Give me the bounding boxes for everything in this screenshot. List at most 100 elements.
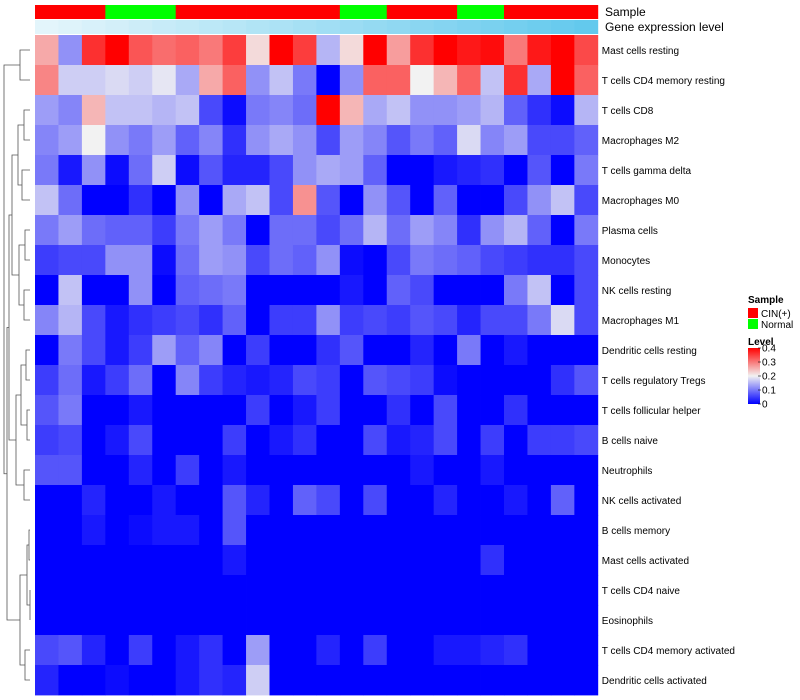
heatmap-cell xyxy=(316,665,341,696)
heatmap-cell xyxy=(433,275,458,306)
heatmap-cell xyxy=(81,95,106,126)
heatmap-cell xyxy=(480,95,505,126)
sample-annotation-cell xyxy=(316,5,341,19)
gene-expression-annotation-cell xyxy=(410,20,435,34)
heatmap-cell xyxy=(175,35,200,66)
heatmap-cell xyxy=(58,155,83,186)
heatmap-cell xyxy=(152,365,177,396)
heatmap-cell xyxy=(339,155,364,186)
heatmap-cell xyxy=(480,365,505,396)
heatmap-cell xyxy=(246,215,270,246)
heatmap-cell xyxy=(35,305,59,336)
heatmap-cell xyxy=(58,545,83,576)
heatmap-cell xyxy=(35,365,59,396)
heatmap-cell xyxy=(550,155,575,186)
heatmap-cell xyxy=(246,305,270,336)
heatmap-cell xyxy=(480,425,505,456)
heatmap-cell xyxy=(152,185,177,216)
sample-annotation-cell xyxy=(292,5,317,19)
heatmap-cell xyxy=(292,395,317,426)
heatmap-cell xyxy=(550,305,575,336)
heatmap-cell xyxy=(574,545,599,576)
heatmap-cell xyxy=(386,395,411,426)
heatmap-cell xyxy=(480,485,505,516)
heatmap-cell xyxy=(316,155,341,186)
heatmap-cell xyxy=(386,245,411,276)
heatmap-cell xyxy=(246,35,270,66)
heatmap-cell xyxy=(480,305,505,336)
heatmap-cell xyxy=(199,515,223,546)
heatmap-cell xyxy=(574,635,599,666)
heatmap-cell xyxy=(175,395,200,426)
heatmap-cell xyxy=(175,275,200,306)
heatmap-cell xyxy=(574,185,599,216)
heatmap-cell xyxy=(292,35,317,66)
heatmap-cell xyxy=(480,335,505,366)
heatmap-cell xyxy=(550,95,575,126)
heatmap-cell xyxy=(550,425,575,456)
legend-label-cin: CIN(+) xyxy=(761,309,791,320)
heatmap-cell xyxy=(316,245,341,276)
heatmap-cell xyxy=(246,545,270,576)
gene-expression-annotation-cell xyxy=(480,20,505,34)
heatmap-cell xyxy=(410,605,435,636)
heatmap-cell xyxy=(363,395,388,426)
heatmap-cell xyxy=(128,455,153,486)
heatmap-cell xyxy=(152,575,177,606)
heatmap-cell xyxy=(292,575,317,606)
heatmap-cell xyxy=(504,155,528,186)
heatmap-cell xyxy=(550,215,575,246)
heatmap-cell xyxy=(433,605,458,636)
heatmap-cell xyxy=(246,245,270,276)
heatmap-cell xyxy=(222,665,247,696)
heatmap-cell xyxy=(35,215,59,246)
heatmap-cell xyxy=(128,215,153,246)
sample-annotation-cell xyxy=(199,5,223,19)
heatmap-cell xyxy=(222,395,247,426)
heatmap-cell xyxy=(199,605,223,636)
heatmap-cell xyxy=(386,185,411,216)
heatmap-cell xyxy=(152,395,177,426)
heatmap-cell xyxy=(574,215,599,246)
gene-expression-annotation-cell xyxy=(58,20,83,34)
heatmap-cell xyxy=(410,95,435,126)
heatmap-cell xyxy=(222,485,247,516)
heatmap-cell xyxy=(81,245,106,276)
heatmap-cell xyxy=(128,485,153,516)
heatmap-cell xyxy=(386,605,411,636)
heatmap-cell xyxy=(504,485,528,516)
heatmap-cell xyxy=(410,515,435,546)
heatmap-cell xyxy=(269,635,294,666)
heatmap-cell xyxy=(269,605,294,636)
heatmap-cell xyxy=(269,545,294,576)
heatmap-cell xyxy=(269,155,294,186)
heatmap-cell xyxy=(58,35,83,66)
heatmap-cell xyxy=(339,275,364,306)
heatmap-cell xyxy=(152,155,177,186)
sample-annotation-cell xyxy=(574,5,599,19)
heatmap-cell xyxy=(222,635,247,666)
heatmap-cell xyxy=(480,275,505,306)
row-dendrogram xyxy=(3,49,31,681)
dendrogram-branch xyxy=(23,289,30,321)
heatmap-cell xyxy=(81,545,106,576)
heatmap-cell xyxy=(292,425,317,456)
heatmap-cell xyxy=(222,155,247,186)
heatmap-cell xyxy=(128,605,153,636)
heatmap-cell xyxy=(269,575,294,606)
dendrogram-branch xyxy=(21,169,30,201)
sample-annotation-cell xyxy=(386,5,411,19)
level-tick-label: 0.3 xyxy=(762,358,776,369)
heatmap-cell xyxy=(339,665,364,696)
heatmap-cell xyxy=(316,425,341,456)
heatmap-cell xyxy=(246,665,270,696)
heatmap-cell xyxy=(504,575,528,606)
heatmap-cell xyxy=(433,155,458,186)
heatmap-cell xyxy=(480,605,505,636)
row-label: Plasma cells xyxy=(602,226,658,237)
heatmap-cell xyxy=(222,95,247,126)
dendrogram-branch xyxy=(23,469,30,501)
row-label: T cells CD8 xyxy=(602,106,654,117)
heatmap-cell xyxy=(35,35,59,66)
heatmap-cell xyxy=(246,95,270,126)
